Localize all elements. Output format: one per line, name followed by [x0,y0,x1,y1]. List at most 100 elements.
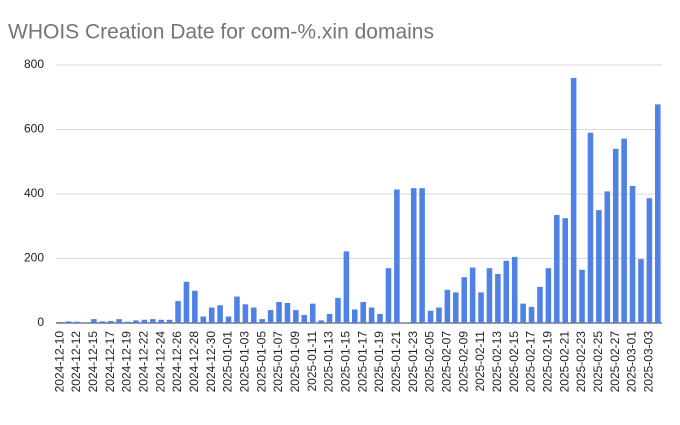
x-tick-label: 2025-01-05 [254,331,268,393]
bar [150,319,156,323]
bar [655,104,661,323]
bar [444,289,451,323]
x-tick-label: 2025-02-17 [524,331,538,393]
bar [91,319,97,323]
x-tick-label: 2025-01-07 [271,331,285,393]
bar [469,267,476,323]
bar [570,77,577,324]
bar [545,268,552,323]
x-tick-label: 2024-12-28 [187,331,201,393]
x-tick-label: 2024-12-19 [120,331,134,393]
x-tick-label: 2025-02-05 [423,331,437,393]
x-tick-label: 2025-03-03 [642,331,656,393]
bar [410,188,417,323]
y-tick-label: 400 [24,186,44,200]
bar [293,310,299,323]
bar [646,198,653,323]
x-tick-label: 2025-02-21 [557,331,571,393]
bar [377,313,383,323]
bar [309,303,316,323]
bar [368,307,375,323]
bar [192,290,198,323]
bar [99,321,106,323]
bar [495,273,501,323]
bar [225,316,232,323]
x-tick-label: 2025-01-23 [406,331,420,393]
x-tick-label: 2025-01-03 [238,331,252,393]
bar [242,304,249,323]
bar [562,218,568,323]
x-tick-label: 2024-12-12 [69,331,83,393]
bar [352,309,358,323]
bar [343,251,350,323]
x-tick-label: 2025-01-13 [322,331,336,393]
x-tick-label: 2025-01-17 [355,331,369,393]
bar [554,214,560,323]
bar [326,313,333,323]
bar [587,132,594,323]
bar [107,321,114,323]
bar [183,281,190,323]
bar [520,303,526,323]
bar [65,321,72,323]
bar [427,310,434,323]
y-tick-label: 800 [24,57,44,71]
bar [612,148,619,323]
bar [57,322,63,323]
x-tick-label: 2025-02-23 [574,331,588,393]
x-tick-label: 2025-01-21 [389,331,403,393]
x-tick-label: 2024-12-15 [86,331,100,393]
x-tick-label: 2024-12-17 [103,331,117,393]
bar [133,320,139,323]
y-tick-label: 0 [37,315,44,329]
x-tick-label: 2024-12-24 [153,331,167,393]
bar [208,307,215,323]
chart-title: WHOIS Creation Date for com-%.xin domain… [8,21,434,44]
bar [301,314,308,323]
bar [385,268,392,323]
bar [436,307,442,323]
bar [267,310,274,323]
x-tick-label: 2025-02-07 [440,331,454,393]
bar [621,138,627,323]
bar [116,319,122,323]
bar [284,303,291,323]
x-tick-label: 2025-02-11 [473,331,487,392]
bar [141,319,148,323]
bar [124,321,131,323]
bar [537,286,543,323]
bar [596,210,602,323]
bar [318,320,324,323]
bar [259,319,265,323]
y-tick-label: 200 [24,251,44,265]
bar [419,188,425,323]
bar [638,259,644,323]
x-tick-label: 2025-02-27 [608,331,622,393]
x-tick-label: 2025-01-11 [305,331,319,392]
bar [511,256,518,323]
bar [453,292,459,323]
x-tick-label: 2025-02-25 [591,331,605,393]
bar [175,301,181,323]
x-tick-label: 2024-12-26 [170,331,184,393]
bar [276,302,282,323]
bar [394,189,400,323]
bar [74,321,80,323]
x-tick-label: 2025-02-09 [456,331,470,393]
x-tick-label: 2025-03-01 [625,331,639,393]
x-tick-label: 2025-01-01 [221,331,235,393]
bar [486,268,493,323]
bar [82,322,89,323]
bar [528,306,535,323]
x-tick-label: 2025-01-19 [372,331,386,393]
x-tick-label: 2025-01-15 [339,331,353,393]
bar [158,319,164,323]
bar [200,316,207,323]
bar [604,191,611,323]
bar [478,292,484,323]
x-tick-label: 2025-02-15 [507,331,521,393]
x-tick-label: 2025-02-19 [541,331,555,393]
bar [166,319,173,323]
x-tick-label: 2024-12-10 [52,331,66,393]
